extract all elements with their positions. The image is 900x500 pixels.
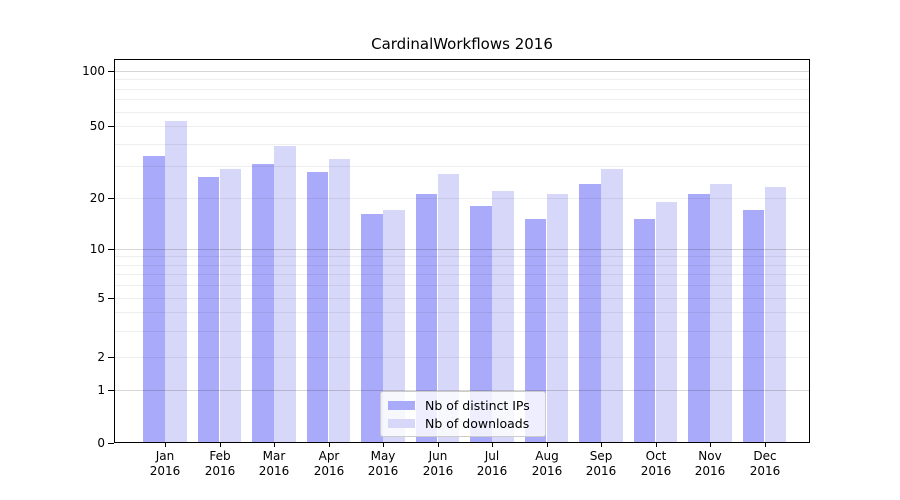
y-tick-label-10: 10 (89, 242, 105, 256)
y-tick-2 (108, 357, 114, 358)
gridline-minor-3 (115, 331, 809, 332)
bar-downloads-jun (437, 174, 460, 442)
y-tick-label-5: 5 (97, 291, 105, 305)
bar-distinct-ips-jan (143, 156, 165, 442)
x-tick-label-sep: Sep 2016 (585, 449, 617, 478)
bar-distinct-ips-sep (579, 183, 601, 442)
gridline-major-10 (115, 249, 809, 250)
bar-distinct-ips-jul (470, 205, 492, 442)
x-tick-label-jun: Jun 2016 (422, 449, 454, 478)
y-tick-label-0: 0 (97, 436, 105, 450)
gridline-minor-2 (115, 357, 809, 358)
bar-distinct-ips-feb (197, 177, 220, 442)
y-tick-label-20: 20 (89, 191, 105, 205)
x-tick-jan (165, 443, 166, 447)
bar-downloads-oct (655, 201, 678, 442)
y-tick-label-1: 1 (97, 383, 105, 397)
x-tick-apr (329, 443, 330, 447)
gridline-minor-80 (115, 89, 809, 90)
gridline-minor-4 (115, 312, 809, 313)
legend-item-downloads: Nb of downloads (388, 414, 537, 432)
bar-distinct-ips-may (361, 214, 383, 442)
gridline-major-100 (115, 71, 809, 72)
gridline-minor-50 (115, 126, 809, 127)
x-tick-label-oct: Oct 2016 (640, 449, 672, 478)
x-tick-dec (765, 443, 766, 447)
gridline-minor-6 (115, 285, 809, 286)
bar-distinct-ips-mar (252, 163, 274, 442)
bar-downloads-jul (492, 190, 514, 442)
bar-distinct-ips-dec (742, 209, 765, 442)
x-tick-label-mar: Mar 2016 (258, 449, 290, 478)
chart-title: CardinalWorkflows 2016 (371, 35, 553, 53)
bar-downloads-mar (274, 145, 296, 442)
grid-layer (115, 60, 809, 442)
gridline-minor-90 (115, 79, 809, 80)
x-tick-label-feb: Feb 2016 (204, 449, 236, 478)
gridline-minor-8 (115, 265, 809, 266)
legend-label-distinct-ips: Nb of distinct IPs (425, 397, 530, 413)
y-tick-50 (108, 126, 114, 127)
legend-label-downloads: Nb of downloads (425, 415, 530, 431)
bar-downloads-may (383, 209, 405, 442)
x-tick-label-may: May 2016 (367, 449, 399, 478)
bar-downloads-feb (219, 168, 242, 442)
bar-distinct-ips-nov (688, 194, 710, 442)
x-tick-label-apr: Apr 2016 (313, 449, 345, 478)
gridline-minor-5 (115, 298, 809, 299)
gridline-minor-20 (115, 198, 809, 199)
bar-downloads-sep (601, 168, 623, 442)
x-tick-aug (547, 443, 548, 447)
x-tick-sep (601, 443, 602, 447)
y-tick-10 (108, 249, 114, 250)
y-tick-label-50: 50 (89, 119, 105, 133)
gridline-minor-9 (115, 256, 809, 257)
gridline-minor-30 (115, 166, 809, 167)
plot-area: Nb of distinct IPs Nb of downloads (114, 59, 810, 443)
x-tick-label-jan: Jan 2016 (149, 449, 181, 478)
gridline-major-1 (115, 390, 809, 391)
x-tick-may (383, 443, 384, 447)
bar-downloads-nov (710, 183, 732, 442)
legend-swatch-downloads (388, 418, 415, 428)
x-tick-oct (656, 443, 657, 447)
gridline-minor-70 (115, 99, 809, 100)
gridline-minor-40 (115, 144, 809, 145)
legend: Nb of distinct IPs Nb of downloads (380, 391, 546, 437)
y-tick-5 (108, 298, 114, 299)
y-tick-label-2: 2 (97, 350, 105, 364)
bar-downloads-dec (764, 187, 787, 442)
bar-downloads-apr (328, 158, 351, 442)
x-tick-mar (274, 443, 275, 447)
x-tick-feb (220, 443, 221, 447)
gridline-minor-7 (115, 274, 809, 275)
x-tick-label-dec: Dec 2016 (749, 449, 781, 478)
gridline-minor-60 (115, 112, 809, 113)
y-tick-label-100: 100 (82, 64, 105, 78)
x-tick-label-nov: Nov 2016 (694, 449, 726, 478)
legend-swatch-distinct-ips (388, 400, 415, 410)
y-tick-100 (108, 71, 114, 72)
bar-downloads-aug (546, 194, 569, 442)
y-tick-1 (108, 390, 114, 391)
legend-item-distinct-ips: Nb of distinct IPs (388, 396, 537, 414)
bar-distinct-ips-aug (524, 219, 547, 442)
bar-distinct-ips-apr (306, 171, 329, 442)
x-tick-label-jul: Jul 2016 (476, 449, 508, 478)
x-tick-nov (710, 443, 711, 447)
x-tick-label-aug: Aug 2016 (531, 449, 563, 478)
bars-layer (115, 60, 809, 442)
bar-distinct-ips-jun (415, 194, 438, 442)
y-tick-20 (108, 198, 114, 199)
x-tick-jul (492, 443, 493, 447)
bar-downloads-jan (165, 121, 187, 442)
bar-distinct-ips-oct (633, 219, 656, 442)
y-tick-0 (108, 443, 114, 444)
x-tick-jun (438, 443, 439, 447)
